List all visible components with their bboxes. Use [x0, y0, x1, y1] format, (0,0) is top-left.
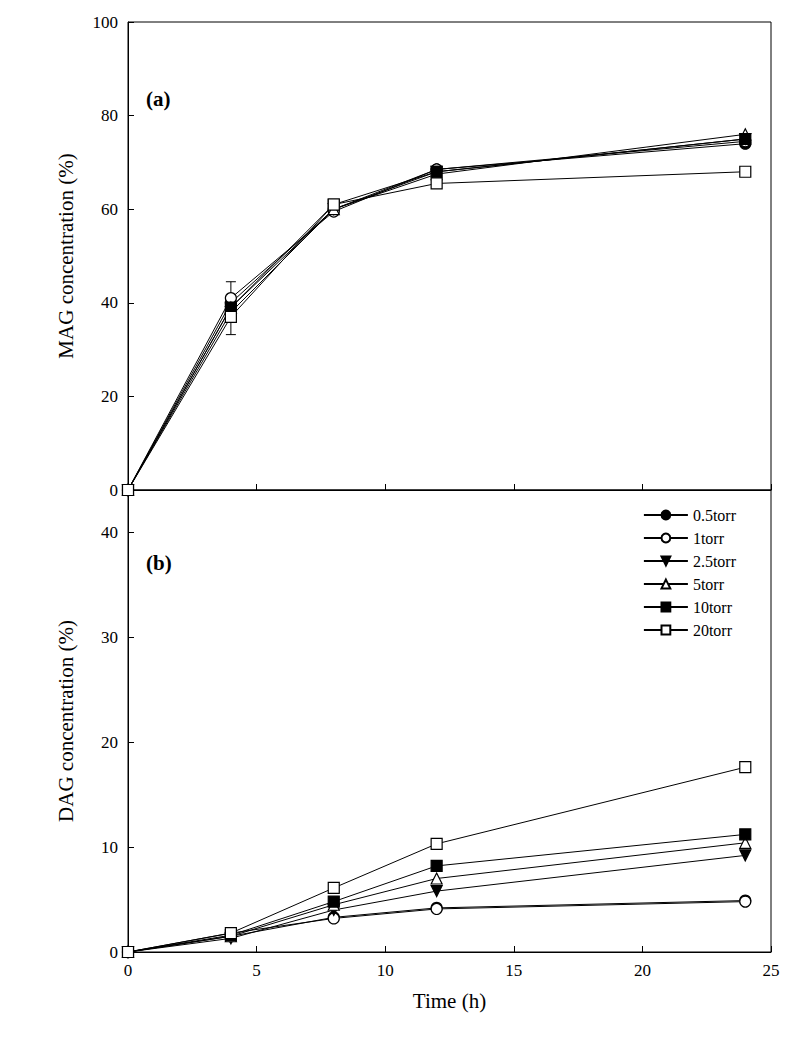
- svg-text:20: 20: [101, 733, 118, 752]
- svg-text:20: 20: [634, 961, 651, 980]
- svg-text:0: 0: [110, 943, 119, 962]
- svg-text:80: 80: [101, 106, 118, 125]
- svg-text:Time (h): Time (h): [413, 989, 486, 1013]
- svg-text:10torr: 10torr: [693, 599, 733, 616]
- svg-text:(b): (b): [146, 551, 172, 575]
- svg-text:60: 60: [101, 200, 118, 219]
- svg-text:MAG concentration (%): MAG concentration (%): [54, 153, 78, 358]
- svg-text:100: 100: [93, 13, 119, 32]
- svg-text:15: 15: [505, 961, 522, 980]
- svg-text:5: 5: [252, 961, 261, 980]
- svg-text:1torr: 1torr: [693, 530, 725, 547]
- svg-text:5torr: 5torr: [693, 576, 725, 593]
- svg-text:30: 30: [101, 628, 118, 647]
- svg-text:25: 25: [763, 961, 780, 980]
- svg-text:20: 20: [101, 387, 118, 406]
- svg-text:40: 40: [101, 293, 118, 312]
- svg-text:DAG concentration (%): DAG concentration (%): [54, 620, 78, 822]
- svg-text:2.5torr: 2.5torr: [693, 553, 737, 570]
- svg-text:40: 40: [101, 523, 118, 542]
- svg-text:0: 0: [124, 961, 133, 980]
- svg-text:(a): (a): [146, 87, 171, 111]
- svg-text:0: 0: [110, 481, 119, 500]
- svg-text:10: 10: [101, 838, 118, 857]
- svg-text:20torr: 20torr: [693, 622, 733, 639]
- svg-text:10: 10: [377, 961, 394, 980]
- svg-text:0.5torr: 0.5torr: [693, 507, 737, 524]
